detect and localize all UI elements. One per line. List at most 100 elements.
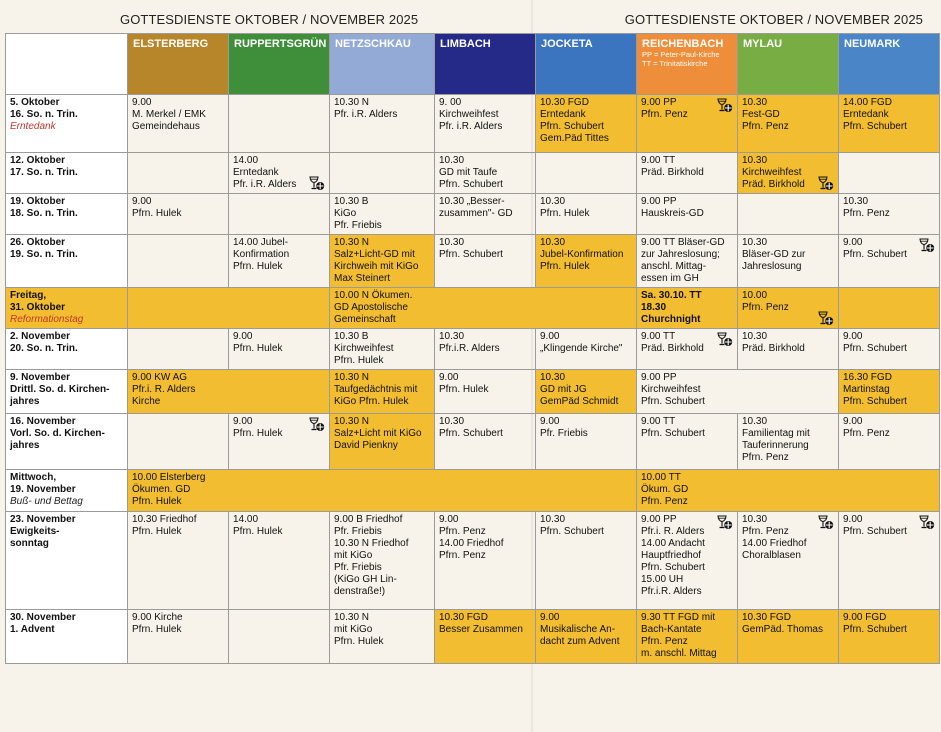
service-line: 9.00 xyxy=(233,331,253,342)
service-cell xyxy=(127,152,229,194)
column-header-label: NETZSCHKAU xyxy=(335,38,411,50)
service-row: 16. November Vorl. So. d. Kirchen-jahres 9… xyxy=(5,413,940,470)
service-line: 9. 00 xyxy=(439,97,462,108)
date-line: 16. So. n. Trin. xyxy=(10,109,78,120)
service-cell xyxy=(228,193,330,235)
service-line: GD mit JG xyxy=(540,384,587,395)
date-line: 26. Oktober xyxy=(10,237,66,248)
service-row: 9. November Drittl. So. d. Kirchen-jahres… xyxy=(5,369,940,414)
service-line: 14.00 Andacht xyxy=(641,538,705,549)
service-cell: 9. 00 Kirchweihfest Pfr. i.R. Alders xyxy=(434,94,536,153)
service-line: 10.30 N xyxy=(334,237,370,248)
service-line: Hauskreis-GD xyxy=(641,208,704,219)
chalice-bread-icon xyxy=(309,176,325,190)
service-line: GemPäd Schmidt xyxy=(540,396,619,407)
service-line: 9.00 xyxy=(233,416,253,427)
service-cell: 10.30 GD mit Taufe Pfrn. Schubert xyxy=(434,152,536,194)
service-cell: 10.30 Pfrn. Penz 14.00 Friedhof Choralblase… xyxy=(737,511,839,610)
column-header-label: REICHENBACH xyxy=(642,38,724,50)
service-line: GemPäd. Thomas xyxy=(742,624,823,635)
service-line: Pfrn. Schubert xyxy=(843,249,907,260)
service-line: Bach-Kantate xyxy=(641,624,702,635)
service-cell: 14.00 Pfrn. Hulek xyxy=(228,511,330,610)
chalice-bread-icon xyxy=(717,515,733,529)
schedule-body: 5. Oktober 16. So. n. Trin. Erntedank 9.00 M… xyxy=(5,94,940,664)
service-line: 10.30 xyxy=(439,416,465,427)
service-line: Pfrn. Hulek xyxy=(132,624,182,635)
chalice-bread-icon xyxy=(309,417,325,431)
chalice-bread-icon xyxy=(717,98,733,112)
row-date: 2. November 20. So. n. Trin. xyxy=(5,328,128,370)
service-cell: 9.00 Musikalische An-dacht zum Advent xyxy=(535,609,637,664)
service-cell: 10.00 TT Ökum. GD Pfrn. Penz xyxy=(636,469,940,512)
service-line: Kirchweihfest xyxy=(641,384,701,395)
row-date: Mittwoch, 19. November Buß- und Bettag xyxy=(5,469,128,512)
service-line: 9.00 PP xyxy=(641,372,677,383)
service-cell xyxy=(127,234,229,288)
service-row: Mittwoch, 19. November Buß- und Bettag 10.0… xyxy=(5,469,940,512)
service-line: Besser Zusammen xyxy=(439,624,523,635)
service-cell: 10.30 Bläser-GD zur Jahreslosung xyxy=(737,234,839,288)
row-date: 16. November Vorl. So. d. Kirchen-jahres xyxy=(5,413,128,470)
column-header-label: ELSTERBERG xyxy=(133,38,209,50)
service-cell xyxy=(127,328,229,370)
service-line: essen im GH xyxy=(641,273,699,284)
service-line: Pfrn. Penz xyxy=(843,208,890,219)
row-date: 26. Oktober 19. So. n. Trin. xyxy=(5,234,128,288)
service-line: Pfrn. Hulek xyxy=(233,261,283,272)
service-line: Pfrn. Schubert xyxy=(843,396,907,407)
chalice-bread-icon xyxy=(818,176,834,190)
service-cell: 9.30 TT FGD mit Bach-Kantate Pfrn. Penz m. … xyxy=(636,609,738,664)
service-line: Sa. 30.10. TT xyxy=(641,290,702,301)
service-line: 10.30 xyxy=(540,514,566,525)
service-schedule-table: ELSTERBERG RUPPERTSGRÜN NETZSCHKAU LIMBACH J… xyxy=(5,33,940,664)
service-line: Pfrn. Hulek xyxy=(334,636,384,647)
service-line: Konfirmation xyxy=(233,249,290,260)
service-line: Gemeinschaft xyxy=(334,314,396,325)
service-line: 10.00 N Ökumen. xyxy=(334,290,413,301)
date-line: 16. November xyxy=(10,416,76,427)
service-cell: 9.00 Pfrn. Penz 14.00 Friedhof Pfrn. Penz xyxy=(434,511,536,610)
service-line: Pfrn. Hulek xyxy=(132,496,182,507)
column-header-limbach: LIMBACH xyxy=(434,33,536,95)
service-line: Jahreslosung xyxy=(742,261,802,272)
service-cell: 10.30 FGD Erntedank Pfrn. Schubert Gem.Päd … xyxy=(535,94,637,153)
service-line: 10.30 xyxy=(439,237,465,248)
service-line: 10.30 xyxy=(742,416,768,427)
service-line: Pfrn. Penz xyxy=(742,526,789,537)
service-line: 9.00 xyxy=(132,196,152,207)
date-line: 9. November xyxy=(10,372,71,383)
service-line: 16.30 FGD xyxy=(843,372,892,383)
service-line: 10.30 xyxy=(439,331,465,342)
service-line: denstraße!) xyxy=(334,586,386,597)
service-line: Pfrn. Schubert xyxy=(843,343,907,354)
service-line: Pfr. Friebis xyxy=(334,220,382,231)
service-line: Pfr. Friebis xyxy=(334,526,382,537)
service-line: 14.00 FGD xyxy=(843,97,892,108)
service-line: Erntedank xyxy=(233,167,279,178)
service-line: GD Apostolische xyxy=(334,302,408,313)
service-line: mit KiGo xyxy=(334,550,373,561)
date-line: Freitag, xyxy=(10,290,47,301)
date-line: 12. Oktober xyxy=(10,155,66,166)
service-line: 9.00 PP xyxy=(641,514,677,525)
service-cell: 10.30 Pfrn. Penz xyxy=(838,193,940,235)
column-header-label: JOCKETA xyxy=(541,38,593,50)
service-line: „Klingende Kirche" xyxy=(540,343,623,354)
service-line: Pfr. Friebis xyxy=(334,562,382,573)
service-line: mit KiGo xyxy=(334,624,373,635)
service-cell: 9.00 TT Pfrn. Schubert xyxy=(636,413,738,470)
column-header-elsterberg: ELSTERBERG xyxy=(127,33,229,95)
service-cell: 10.30 B KiGo Pfr. Friebis xyxy=(329,193,435,235)
service-line: 10.30 FGD xyxy=(439,612,488,623)
service-line: anschl. Mittag- xyxy=(641,261,707,272)
service-cell: 9.00 PP Hauskreis-GD xyxy=(636,193,738,235)
service-line: 10.30 xyxy=(742,331,768,342)
service-line: 9.00 xyxy=(439,372,459,383)
service-line: Pfr.i. R. Alders xyxy=(641,526,705,537)
service-line: Kirchweihfest xyxy=(334,343,394,354)
service-cell: 10.30 Friedhof Pfrn. Hulek xyxy=(127,511,229,610)
service-line: 14.00 Friedhof xyxy=(742,538,807,549)
service-line: 9.00 TT xyxy=(641,416,676,427)
chalice-bread-icon xyxy=(717,332,733,346)
